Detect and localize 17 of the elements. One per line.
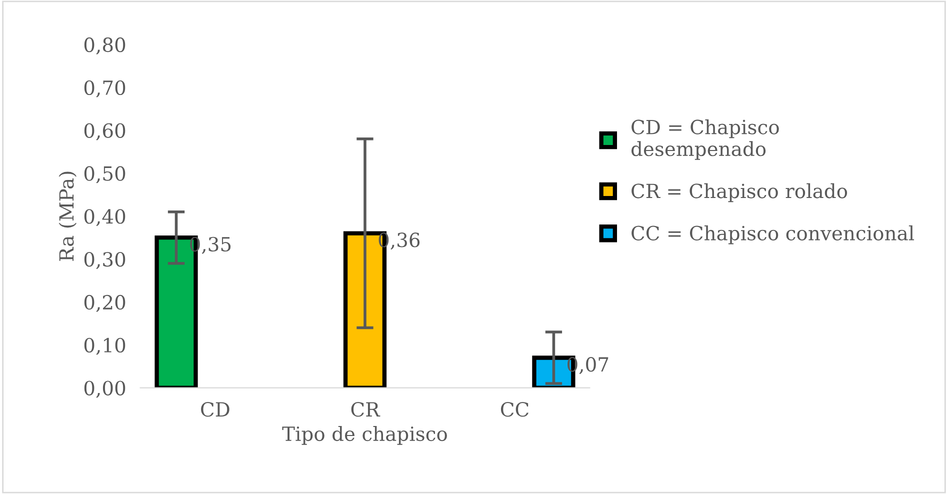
legend-label: CD = Chapisco desempenado [631, 119, 779, 160]
y-tick-label: 0,10 [84, 338, 126, 355]
x-tick-label: CD [201, 402, 230, 417]
x-axis-title: Tipo de chapisco [282, 426, 447, 445]
y-tick-label: 0,20 [84, 294, 126, 312]
legend-label: CR = Chapisco rolado [632, 183, 848, 202]
y-tick-label: 0,60 [84, 123, 126, 140]
y-axis-title: Ra (MPa) [58, 172, 77, 261]
y-tick-label: 0,50 [84, 166, 126, 184]
legend-label: CC = Chapisco convencional [632, 225, 914, 244]
y-tick-label: 0,00 [84, 380, 126, 398]
x-tick-label: CR [351, 402, 380, 417]
y-tick-label: 0,30 [84, 252, 126, 270]
x-tick-label: CC [500, 402, 528, 417]
y-tick-label: 0,40 [84, 209, 126, 226]
y-tick-label: 0,70 [84, 80, 126, 98]
y-tick-label: 0,80 [84, 37, 126, 54]
